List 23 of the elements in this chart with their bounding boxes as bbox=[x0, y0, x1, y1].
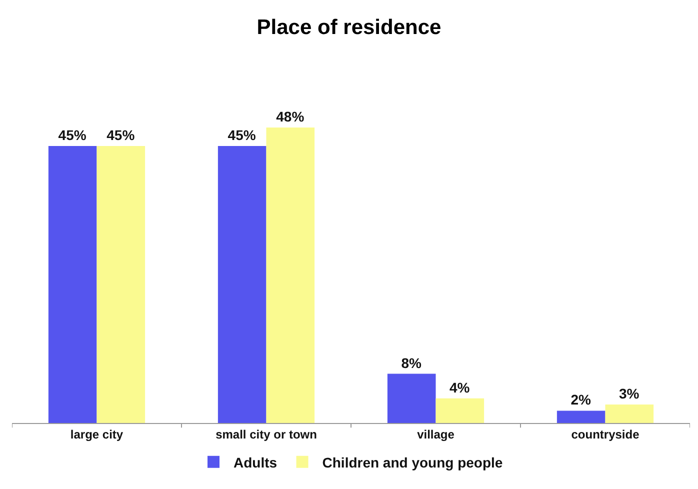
data-label: 45% bbox=[228, 127, 256, 144]
data-label: 48% bbox=[276, 108, 305, 125]
x-tick-label: small city or town bbox=[216, 427, 317, 442]
bar bbox=[436, 398, 484, 423]
bar bbox=[387, 374, 436, 423]
x-tick-label: village bbox=[417, 427, 455, 442]
bar bbox=[96, 146, 146, 423]
data-label: 8% bbox=[401, 354, 422, 371]
data-label: 4% bbox=[450, 379, 470, 396]
legend-label: Adults bbox=[234, 454, 278, 470]
x-tick-label: countryside bbox=[571, 427, 640, 442]
bar bbox=[266, 128, 315, 423]
bar bbox=[48, 146, 97, 423]
chart-title: Place of residence bbox=[256, 16, 442, 40]
bar bbox=[218, 146, 266, 423]
data-label: 45% bbox=[58, 127, 87, 144]
x-tick-label: large city bbox=[70, 427, 124, 442]
bar bbox=[556, 410, 606, 423]
legend-label: Children and young people bbox=[322, 454, 503, 470]
data-label: 2% bbox=[570, 392, 592, 408]
data-label: 3% bbox=[619, 386, 640, 402]
data-label: 45% bbox=[106, 127, 136, 144]
bar bbox=[605, 404, 654, 423]
